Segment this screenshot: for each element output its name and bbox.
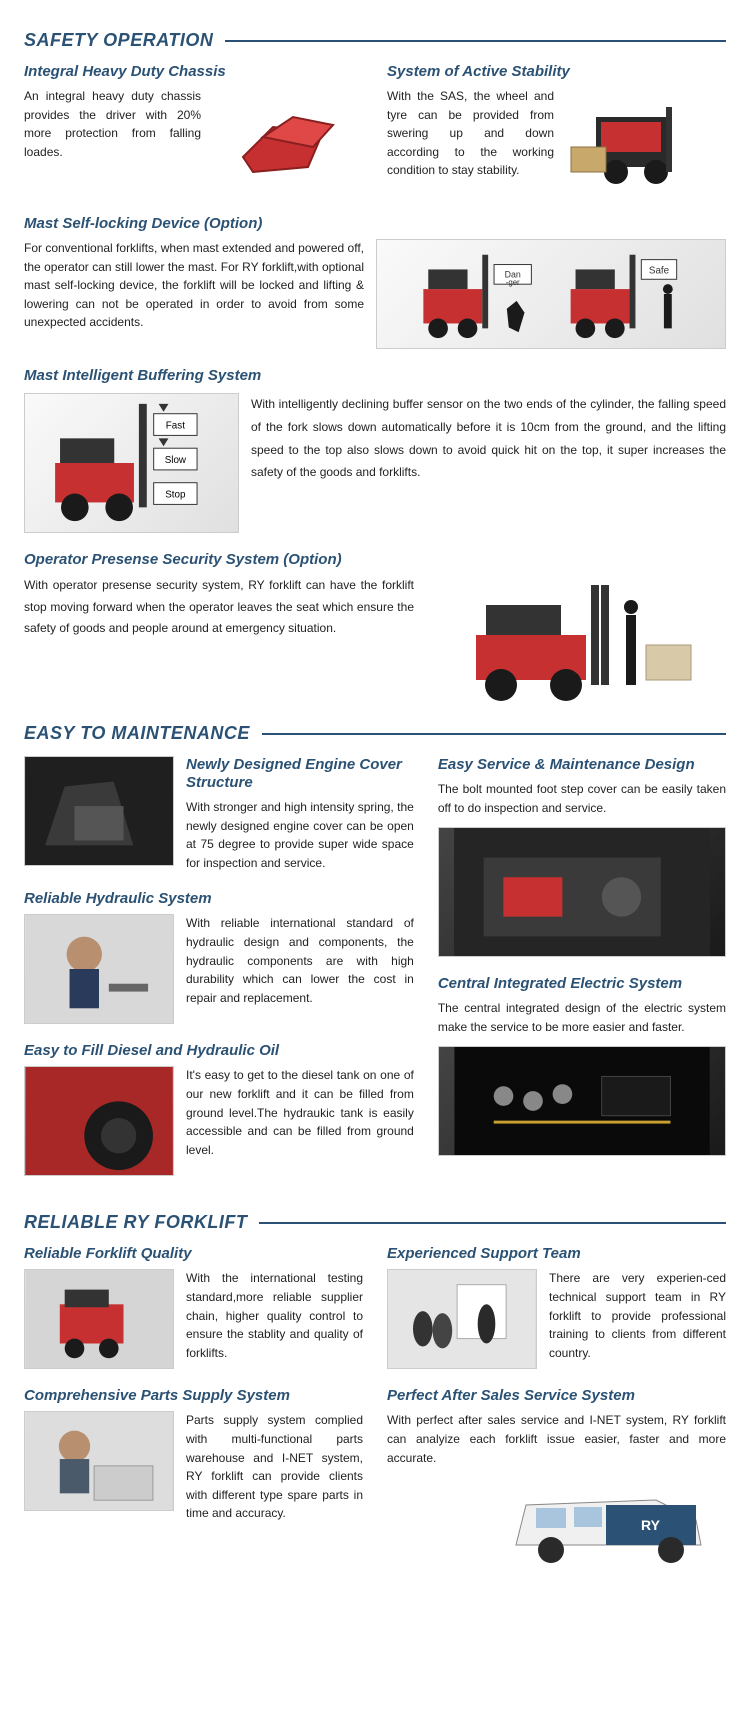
svg-text:Safe: Safe	[649, 265, 670, 276]
subheading-chassis: Integral Heavy Duty Chassis	[24, 63, 363, 81]
section-rule	[259, 1222, 726, 1224]
subheading-stability: System of Active Stability	[387, 63, 726, 81]
subheading-fill: Easy to Fill Diesel and Hydraulic Oil	[24, 1042, 414, 1060]
subheading-support: Experienced Support Team	[387, 1245, 726, 1263]
subheading-mastlock: Mast Self-locking Device (Option)	[24, 215, 726, 233]
svg-text:Stop: Stop	[165, 490, 186, 501]
image-support	[387, 1269, 537, 1369]
image-parts	[24, 1411, 174, 1511]
section-header-maintenance: EASY TO MAINTENANCE	[24, 723, 726, 744]
subheading-hydraulic: Reliable Hydraulic System	[24, 890, 414, 908]
text-fill: It's easy to get to the diesel tank on o…	[186, 1066, 414, 1159]
section-header-reliable: RELIABLE RY FORKLIFT	[24, 1212, 726, 1233]
subheading-quality: Reliable Forklift Quality	[24, 1245, 363, 1263]
image-buffer: Fast Slow Stop	[24, 393, 239, 533]
section-rule	[225, 40, 726, 42]
svg-text:Slow: Slow	[165, 455, 187, 466]
subheading-engine-cover: Newly Designed Engine Cover Structure	[186, 756, 414, 792]
subheading-easy-service: Easy Service & Maintenance Design	[438, 756, 726, 774]
svg-text:-ger: -ger	[506, 278, 520, 287]
svg-text:Fast: Fast	[166, 421, 185, 432]
image-fill	[24, 1066, 174, 1176]
image-quality	[24, 1269, 174, 1369]
subheading-presence: Operator Presense Security System (Optio…	[24, 551, 726, 569]
text-engine-cover: With stronger and high intensity spring,…	[186, 798, 414, 872]
image-presence	[426, 575, 726, 705]
text-chassis: An integral heavy duty chassis provides …	[24, 87, 201, 161]
section-title: RELIABLE RY FORKLIFT	[24, 1212, 247, 1233]
section-title: SAFETY OPERATION	[24, 30, 213, 51]
text-stability: With the SAS, the wheel and tyre can be …	[387, 87, 554, 180]
text-hydraulic: With reliable international standard of …	[186, 914, 414, 1007]
text-electric: The central integrated design of the ele…	[438, 999, 726, 1036]
section-header-safety: SAFETY OPERATION	[24, 30, 726, 51]
section-title: EASY TO MAINTENANCE	[24, 723, 250, 744]
subheading-buffer: Mast Intelligent Buffering System	[24, 367, 726, 385]
subheading-aftersales: Perfect After Sales Service System	[387, 1387, 726, 1405]
text-easy-service: The bolt mounted foot step cover can be …	[438, 780, 726, 817]
text-quality: With the international testing standard,…	[186, 1269, 363, 1362]
subheading-electric: Central Integrated Electric System	[438, 975, 726, 993]
subheading-parts: Comprehensive Parts Supply System	[24, 1387, 363, 1405]
image-aftersales-van: RY	[496, 1475, 726, 1575]
text-parts: Parts supply system complied with multi-…	[186, 1411, 363, 1523]
text-aftersales: With perfect after sales service and I-N…	[387, 1411, 726, 1467]
image-mastlock: Dan-ger Safe	[376, 239, 726, 349]
text-presence: With operator presense security system, …	[24, 575, 414, 640]
svg-text:RY: RY	[641, 1517, 661, 1533]
image-hydraulic	[24, 914, 174, 1024]
section-rule	[262, 733, 726, 735]
text-buffer: With intelligently declining buffer sens…	[251, 393, 726, 484]
text-support: There are very experien-ced technical su…	[549, 1269, 726, 1362]
text-mastlock: For conventional forklifts, when mast ex…	[24, 239, 364, 332]
image-stability	[566, 87, 726, 197]
image-engine-cover	[24, 756, 174, 866]
image-chassis	[213, 87, 363, 187]
image-electric	[438, 1046, 726, 1156]
image-easy-service	[438, 827, 726, 957]
